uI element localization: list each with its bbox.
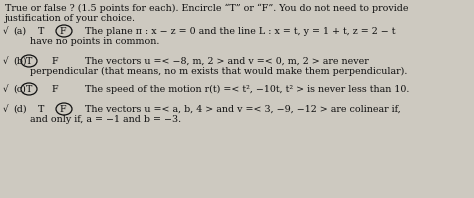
Text: The speed of the motion r(t) =< t², −10t, t² > is never less than 10.: The speed of the motion r(t) =< t², −10t… xyxy=(85,85,410,94)
Text: T: T xyxy=(38,27,45,36)
Text: have no points in common.: have no points in common. xyxy=(30,37,159,46)
Text: (a): (a) xyxy=(13,27,26,36)
Text: √: √ xyxy=(3,105,9,114)
Text: The vectors u =< a, b, 4 > and v =< 3, −9, −12 > are colinear if,: The vectors u =< a, b, 4 > and v =< 3, −… xyxy=(85,105,401,114)
Text: T: T xyxy=(26,57,32,66)
Text: T: T xyxy=(26,85,32,94)
Text: The plane π : x − z = 0 and the line L : x = t, y = 1 + t, z = 2 − t: The plane π : x − z = 0 and the line L :… xyxy=(85,27,395,36)
Text: F: F xyxy=(52,57,59,66)
Text: F: F xyxy=(60,105,67,114)
Text: √: √ xyxy=(3,85,9,94)
Text: perpendicular (that means, no m exists that would make them perpendicular).: perpendicular (that means, no m exists t… xyxy=(30,67,407,76)
Text: F: F xyxy=(60,27,67,36)
Text: T: T xyxy=(38,105,45,114)
Text: √: √ xyxy=(3,57,9,66)
Text: The vectors u =< −8, m, 2 > and v =< 0, m, 2 > are never: The vectors u =< −8, m, 2 > and v =< 0, … xyxy=(85,57,369,66)
Text: justification of your choice.: justification of your choice. xyxy=(5,14,136,23)
Text: and only if, a = −1 and b = −3.: and only if, a = −1 and b = −3. xyxy=(30,115,181,124)
Text: F: F xyxy=(52,85,59,94)
Text: √: √ xyxy=(3,27,9,36)
Text: True or false ? (1.5 points for each). Encircle “T” or “F”. You do not need to p: True or false ? (1.5 points for each). E… xyxy=(5,4,409,13)
Text: (c): (c) xyxy=(13,85,26,94)
Text: (b): (b) xyxy=(13,57,27,66)
Text: (d): (d) xyxy=(13,105,27,114)
